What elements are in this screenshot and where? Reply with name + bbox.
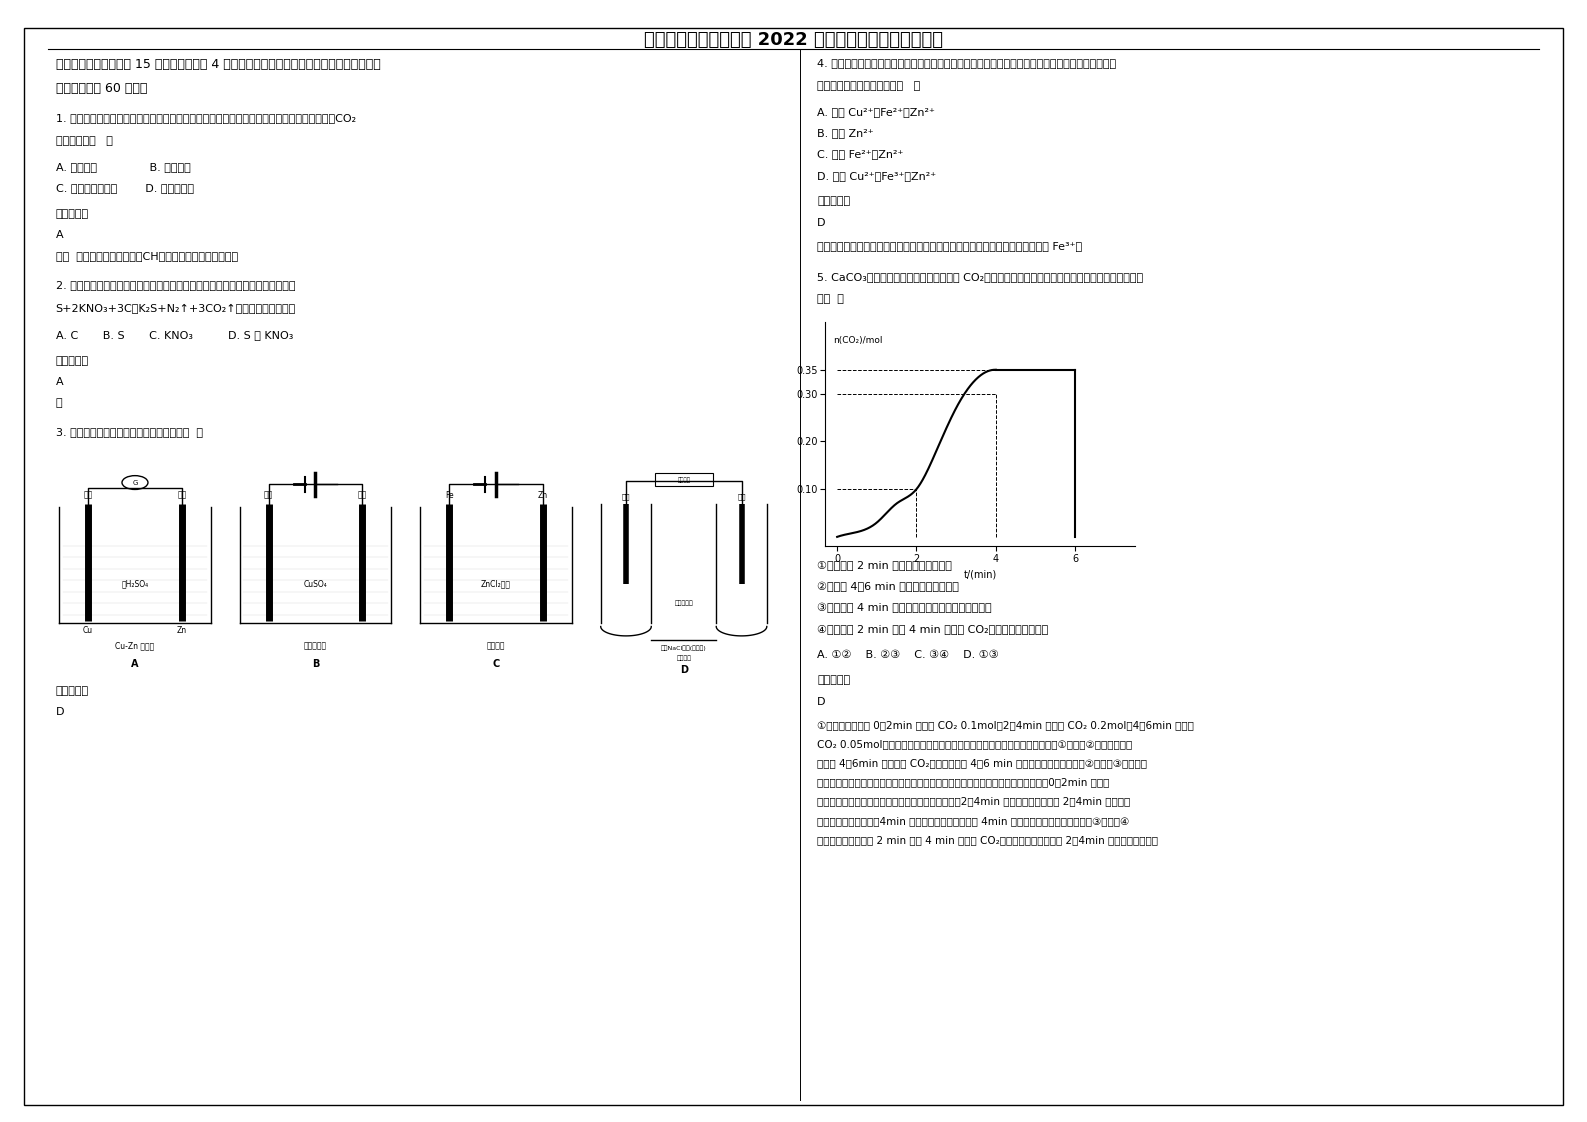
Text: 中金属阳离子情况不可能是（   ）: 中金属阳离子情况不可能是（ ） [817, 81, 920, 91]
Text: 是（  ）: 是（ ） [817, 294, 844, 304]
Text: 的进行，氢离子浓度逐渐减小，氢离子浓度的减小会使反应速率降低，由图象可知，0～2min 反应刚: 的进行，氢离子浓度逐渐减小，氢离子浓度的减小会使反应速率降低，由图象可知，0～2… [817, 778, 1109, 788]
Text: D: D [56, 707, 63, 717]
Text: 参考答案：: 参考答案： [56, 686, 89, 696]
Text: A. ①②    B. ②③    C. ③④    D. ①③: A. ①② B. ②③ C. ③④ D. ①③ [817, 650, 1000, 660]
Text: 正极: 正极 [178, 490, 187, 499]
Text: ①反应开始 2 min 内平均反应速率最大: ①反应开始 2 min 内平均反应速率最大 [817, 560, 952, 570]
Text: 量不变的是（   ）: 量不变的是（ ） [56, 136, 113, 146]
Text: ①由图象可知，在 0～2min 内生成 CO₂ 0.1mol，2～4min 内生成 CO₂ 0.2mol，4～6min 内生成: ①由图象可知，在 0～2min 内生成 CO₂ 0.1mol，2～4min 内生… [817, 720, 1193, 730]
Text: D: D [817, 218, 825, 228]
Text: 解析：微热，充分反应后过滤，除去滤渣，说明金属有剩余，溶液中一定不含有 Fe³⁺。: 解析：微热，充分反应后过滤，除去滤渣，说明金属有剩余，溶液中一定不含有 Fe³⁺… [817, 241, 1082, 251]
X-axis label: t/(min): t/(min) [963, 570, 997, 580]
Text: 参考答案：: 参考答案： [56, 356, 89, 366]
Text: 贵州省遵义市苟江中学 2022 年高一化学模拟试题含解析: 贵州省遵义市苟江中学 2022 年高一化学模拟试题含解析 [644, 31, 943, 49]
Text: 题目要求，共 60 分。）: 题目要求，共 60 分。） [56, 82, 148, 95]
Text: Zn: Zn [176, 626, 187, 635]
Text: n(CO₂)/mol: n(CO₂)/mol [833, 337, 882, 346]
Text: 粗铜的精炼: 粗铜的精炼 [305, 642, 327, 651]
Text: 4. 将锌、铁、铜粉末按一定比例混合投入一定量的硝酸中，微热，充分反应后过滤，除去滤渣，滤液: 4. 将锌、铁、铜粉末按一定比例混合投入一定量的硝酸中，微热，充分反应后过滤，除… [817, 58, 1116, 68]
Text: 饱和食盐水: 饱和食盐水 [674, 600, 694, 606]
Text: ②反应在 4～6 min 内平均反应速率最小: ②反应在 4～6 min 内平均反应速率最小 [817, 581, 959, 591]
Text: 2. 黑火药是由硫黄粉、硝酸钾和木炭按一定比例混合而成的，爆炸时的反应是：: 2. 黑火药是由硫黄粉、硝酸钾和木炭按一定比例混合而成的，爆炸时的反应是： [56, 280, 295, 291]
Text: 铁片镀锌: 铁片镀锌 [487, 642, 505, 651]
Text: 略: 略 [56, 398, 62, 408]
Text: 粗铜: 粗铜 [357, 490, 367, 499]
Text: 3. 下面有关电化学的图示，完全正确的是（  ）: 3. 下面有关电化学的图示，完全正确的是（ ） [56, 427, 203, 438]
Text: 1. 下列各组内物质不论以任何比例混合，只要混合物的质量一定时，混合物完全燃烧后生成的CO₂: 1. 下列各组内物质不论以任何比例混合，只要混合物的质量一定时，混合物完全燃烧后… [56, 113, 355, 123]
Text: C. 只含 Fe²⁺、Zn²⁺: C. 只含 Fe²⁺、Zn²⁺ [817, 149, 903, 159]
Text: CuSO₄: CuSO₄ [303, 580, 327, 589]
Text: Cu: Cu [83, 626, 94, 635]
Text: A: A [132, 659, 138, 669]
Text: ZnCl₂溶液: ZnCl₂溶液 [481, 580, 511, 589]
Text: 负极: 负极 [84, 490, 92, 499]
Text: A. C       B. S       C. KNO₃          D. S 和 KNO₃: A. C B. S C. KNO₃ D. S 和 KNO₃ [56, 330, 294, 340]
Text: 直流电源: 直流电源 [678, 477, 690, 482]
Text: 解析  乙炔和苯的最简式都是CH，最简式相同的符合题意。: 解析 乙炔和苯的最简式都是CH，最简式相同的符合题意。 [56, 251, 238, 261]
Text: 反应速率起主要作用，4min 后反应速率又降低，说明 4min 后氢离子浓度起主要作用，故③错误；④: 反应速率起主要作用，4min 后反应速率又降低，说明 4min 后氢离子浓度起主… [817, 816, 1130, 826]
Text: C: C [492, 659, 500, 669]
Text: ③反应开始 4 min 内温度对反应速率的影响比浓度大: ③反应开始 4 min 内温度对反应速率的影响比浓度大 [817, 603, 992, 613]
Text: 一、单选题（本大题共 15 个小题，每小题 4 分。在每小题给出的四个选项中，只有一项符合: 一、单选题（本大题共 15 个小题，每小题 4 分。在每小题给出的四个选项中，只… [56, 58, 381, 72]
Text: 参考答案：: 参考答案： [817, 675, 851, 686]
Text: A: A [56, 230, 63, 240]
Text: 验证NaCl溶液(含酚酞): 验证NaCl溶液(含酚酞) [660, 645, 706, 651]
Bar [655, 473, 713, 487]
Text: A. 乙炔和苯               B. 苯和甲苯: A. 乙炔和苯 B. 苯和甲苯 [56, 162, 190, 172]
Text: D. 只含 Cu²⁺、Fe³⁺、Zn²⁺: D. 只含 Cu²⁺、Fe³⁺、Zn²⁺ [817, 171, 936, 181]
Text: Fe: Fe [444, 490, 454, 499]
Text: CO₂ 0.05mol，则反应刚开始时反应速率较小，然后逐渐增大，最后减小，故①错误；②由上述分析可: CO₂ 0.05mol，则反应刚开始时反应速率较小，然后逐渐增大，最后减小，故①… [817, 739, 1133, 749]
Text: C. 甲苯和邻二甲苯        D. 乙烯和乙炔: C. 甲苯和邻二甲苯 D. 乙烯和乙炔 [56, 183, 194, 193]
Text: Zn: Zn [538, 490, 548, 499]
Text: 铁棒: 铁棒 [622, 494, 630, 499]
Text: G: G [132, 479, 138, 486]
Text: 稀H₂SO₄: 稀H₂SO₄ [122, 580, 149, 589]
Text: B: B [311, 659, 319, 669]
Text: D: D [679, 665, 687, 674]
Text: S+2KNO₃+3C＝K₂S+N₂↑+3CO₂↑，该反应的还原剂是: S+2KNO₃+3C＝K₂S+N₂↑+3CO₂↑，该反应的还原剂是 [56, 304, 295, 314]
Text: A. 只含 Cu²⁺、Fe²⁺、Zn²⁺: A. 只含 Cu²⁺、Fe²⁺、Zn²⁺ [817, 107, 935, 117]
Text: Cu-Zn 原电池: Cu-Zn 原电池 [116, 642, 154, 651]
Text: 据图可知，反应在第 2 min 到第 4 min 间生成 CO₂的物质的量最大，所以 2～4min 时平均反应速率最: 据图可知，反应在第 2 min 到第 4 min 间生成 CO₂的物质的量最大，… [817, 835, 1159, 845]
Text: 开始，此时温度较低，反应速率由氢离子浓度决定，2～4min 反应速率最大，说明 2～4min 时温度对: 开始，此时温度较低，反应速率由氢离子浓度决定，2～4min 反应速率最大，说明 … [817, 797, 1130, 807]
Text: 知，在 4～6min 内生成的 CO₂最少，则反应 4～6 min 内平均反应速率最小，故②正确；③随着反应: 知，在 4～6min 内生成的 CO₂最少，则反应 4～6 min 内平均反应速… [817, 758, 1147, 769]
Text: 参考答案：: 参考答案： [817, 196, 851, 206]
Text: 5. CaCO₃与稀盐酸反应（放热反应）生成 CO₂的量与反应时间的关系如图所示，下列结论错误的两项: 5. CaCO₃与稀盐酸反应（放热反应）生成 CO₂的量与反应时间的关系如图所示… [817, 272, 1143, 282]
Text: 参考答案：: 参考答案： [56, 209, 89, 219]
Text: A: A [56, 377, 63, 387]
Text: 电解产物: 电解产物 [676, 655, 692, 661]
Text: 碳棒: 碳棒 [738, 494, 746, 499]
Text: 精铜: 精铜 [263, 490, 273, 499]
Text: B. 只含 Zn²⁺: B. 只含 Zn²⁺ [817, 128, 874, 138]
Text: ④反应在第 2 min 到第 4 min 间生成 CO₂的平均反应速率最大: ④反应在第 2 min 到第 4 min 间生成 CO₂的平均反应速率最大 [817, 624, 1049, 634]
Text: D: D [817, 697, 825, 707]
